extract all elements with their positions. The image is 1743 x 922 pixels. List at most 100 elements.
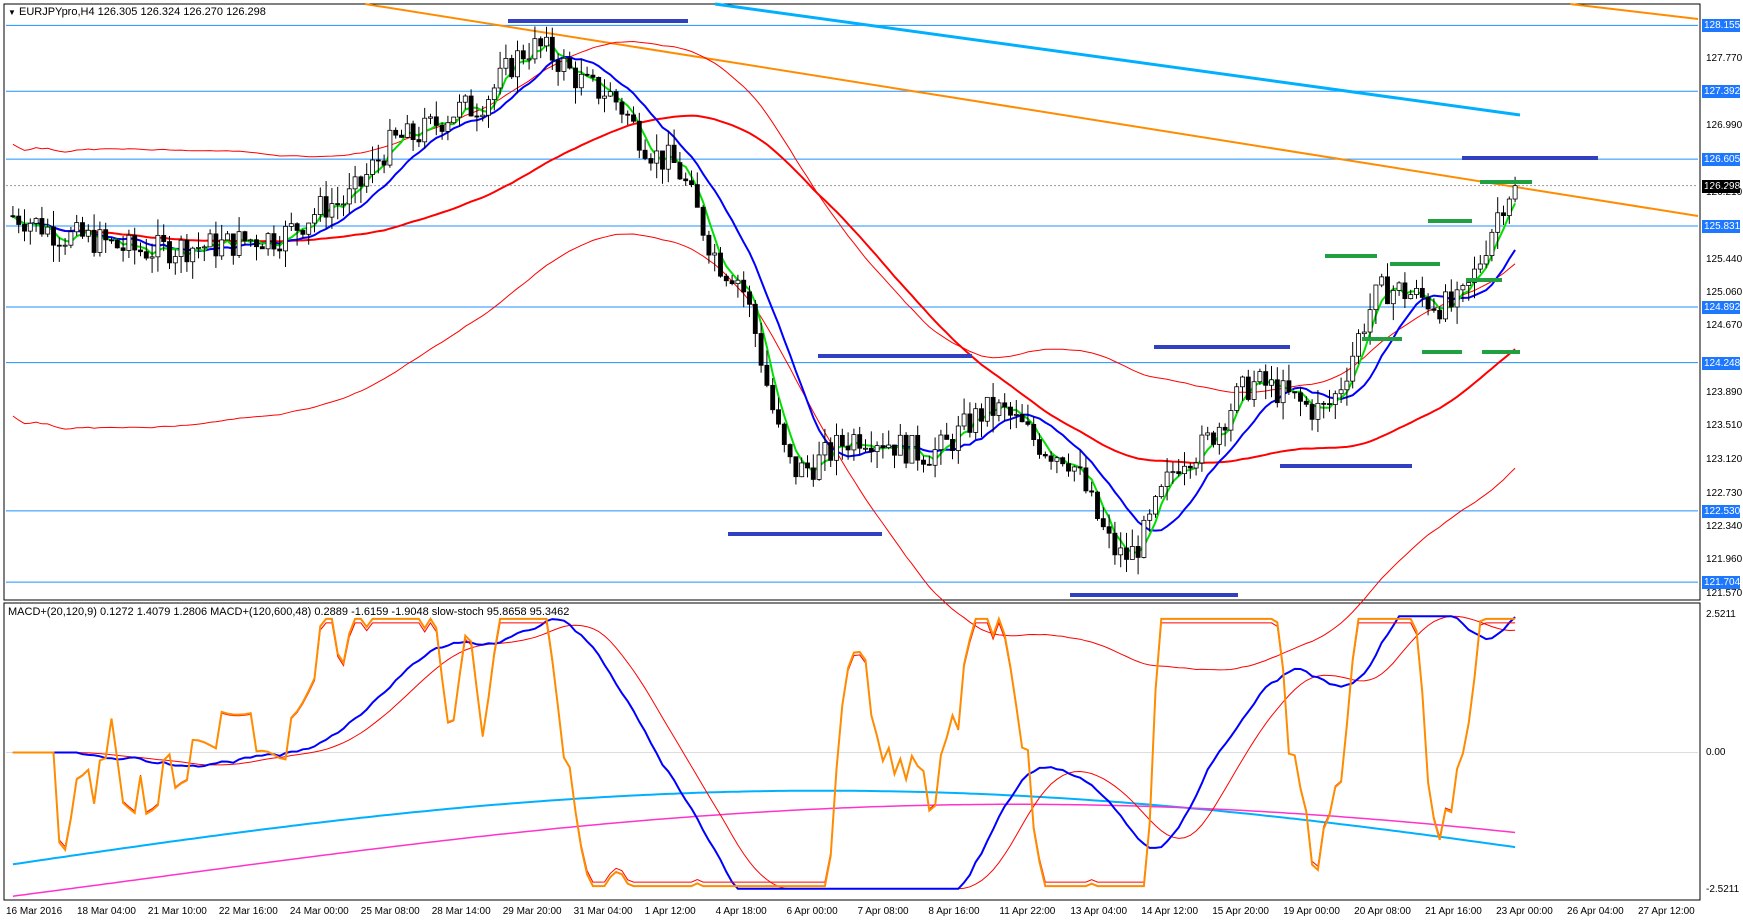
- time-tick-label: 21 Mar 10:00: [147, 906, 207, 917]
- orange-trendline-upper: [1569, 3, 1699, 20]
- candle-body: [799, 462, 805, 478]
- candle-body: [573, 67, 578, 89]
- price-tick-label: 122.730: [1706, 487, 1743, 499]
- candle-body: [410, 123, 416, 140]
- candle-body: [491, 87, 497, 101]
- candle-body: [932, 449, 938, 466]
- candle-body: [526, 58, 532, 61]
- time-tick-label: 14 Apr 12:00: [1141, 906, 1199, 917]
- candle-body: [915, 434, 921, 461]
- dropdown-triangle-icon[interactable]: ▼: [8, 8, 16, 17]
- support-resistance-marks: [508, 19, 1598, 597]
- candle-body: [1512, 185, 1518, 200]
- candle-body: [254, 239, 259, 248]
- candle-body: [555, 59, 561, 72]
- candle-body: [538, 38, 544, 47]
- candle-body: [190, 247, 196, 263]
- candle-body: [1042, 454, 1048, 457]
- candle-body: [10, 215, 16, 218]
- candle-body: [16, 215, 22, 225]
- candle-body: [404, 123, 410, 138]
- candle-body: [851, 434, 857, 451]
- candle-body: [1013, 413, 1019, 416]
- candle-body: [694, 184, 700, 208]
- price-panel-frame: [3, 3, 1701, 601]
- candle-body: [1176, 471, 1182, 475]
- candle-body: [607, 91, 613, 97]
- time-tick-label: 28 Mar 14:00: [431, 906, 491, 917]
- candle-body: [1158, 486, 1164, 498]
- candle-body: [317, 196, 323, 215]
- candle-body: [486, 99, 491, 116]
- candle-body: [497, 67, 503, 89]
- candle-body: [938, 434, 944, 451]
- candle-body: [1153, 496, 1158, 515]
- candle-body: [509, 58, 515, 78]
- candle-body: [776, 409, 781, 425]
- candle-body: [201, 246, 207, 249]
- cyan-trendline: [714, 2, 1521, 117]
- candle-body: [143, 251, 149, 259]
- candle-body: [22, 224, 27, 232]
- candle-body: [625, 113, 631, 116]
- candle-body: [45, 226, 51, 235]
- candle-body: [921, 459, 926, 465]
- candle-body: [364, 174, 370, 187]
- candle-body: [700, 206, 706, 236]
- candle-body: [184, 239, 190, 263]
- candle-body: [277, 248, 283, 252]
- candle-body: [120, 247, 126, 251]
- candle-body: [839, 434, 845, 447]
- indicator-tick-label: 2.5211: [1706, 609, 1736, 620]
- price-tick-label: 125.060: [1706, 286, 1743, 298]
- candle-body: [1106, 526, 1112, 534]
- candle-body: [735, 279, 741, 285]
- candle-body: [880, 445, 886, 449]
- candle-body: [689, 180, 694, 186]
- candle-body: [1408, 294, 1414, 300]
- candle-body: [213, 233, 219, 257]
- candle-body: [677, 162, 683, 180]
- macd-slow-signal-line: [12, 803, 1516, 897]
- candle-body: [955, 425, 961, 451]
- candle-body: [1437, 309, 1443, 320]
- indicator-panel-frame: [3, 602, 1701, 901]
- candle-body: [1147, 513, 1153, 521]
- candle-body: [1263, 371, 1269, 386]
- candle-body: [393, 129, 399, 136]
- candle-body: [230, 233, 236, 256]
- level-price-tag: 127.392: [1702, 85, 1741, 99]
- candle-body: [1222, 426, 1228, 431]
- current-price-tag: 126.298: [1702, 179, 1741, 193]
- candle-body: [712, 252, 718, 256]
- candle-body: [758, 333, 764, 366]
- candle-body: [1489, 231, 1495, 257]
- candle-body: [944, 434, 950, 440]
- candle-body: [1031, 423, 1037, 440]
- candle-body: [1245, 376, 1251, 400]
- candle-body: [439, 124, 445, 132]
- candle-body: [341, 203, 346, 206]
- candle-body: [1170, 471, 1176, 474]
- candle-body: [1100, 518, 1106, 528]
- candle-body: [422, 117, 428, 143]
- candle-body: [822, 442, 828, 456]
- candle-body: [996, 402, 1002, 416]
- price-tick-label: 125.440: [1706, 253, 1743, 265]
- candle-body: [874, 445, 880, 453]
- candle-body: [503, 58, 509, 69]
- candle-body: [103, 229, 109, 241]
- candle-body: [68, 231, 74, 246]
- candle-body: [225, 233, 230, 241]
- candle-body: [950, 439, 955, 451]
- candle-body: [718, 252, 723, 277]
- candle-body: [329, 203, 335, 218]
- candle-body: [1321, 402, 1327, 405]
- macd-signal-line: [12, 615, 1516, 890]
- candle-body: [172, 256, 178, 264]
- candle-body: [1298, 392, 1303, 402]
- candle-body: [619, 101, 625, 115]
- candle-body: [1257, 371, 1263, 383]
- candle-body: [433, 116, 439, 126]
